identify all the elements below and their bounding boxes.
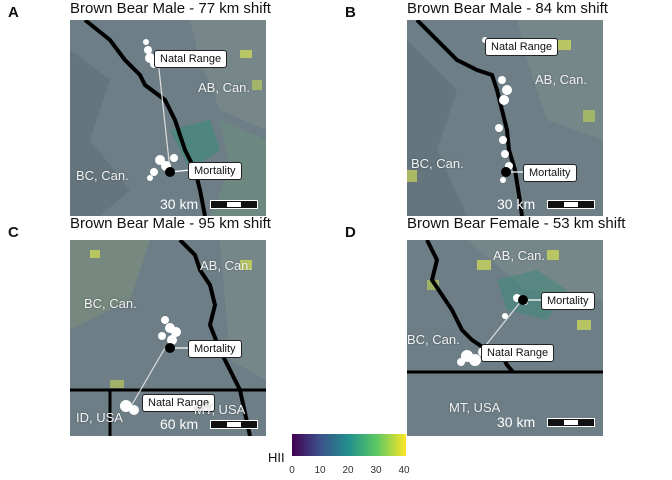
panel-a-region-bc: BC, Can.: [76, 168, 129, 183]
panel-b-mortality-callout: Mortality: [523, 164, 577, 182]
panel-d-scalebar: [547, 418, 595, 427]
panel-d-letter: D: [345, 224, 356, 241]
panel-a-natal-callout: Natal Range: [154, 50, 228, 68]
panel-b-region-bc: BC, Can.: [411, 156, 464, 171]
panel-c-letter: C: [8, 224, 19, 241]
legend-tick: 30: [370, 465, 382, 476]
panel-c-region-mt: MT, USA: [194, 402, 246, 417]
panel-c-natal-callout: Natal Range: [142, 394, 216, 412]
legend-tick: 20: [342, 465, 354, 476]
panel-b-title: Brown Bear Male - 84 km shift: [407, 0, 608, 17]
panel-a-scalebar: [210, 200, 258, 209]
panel-c-region-bc: BC, Can.: [84, 296, 137, 311]
legend-colorbar: [292, 434, 406, 456]
panel-a-mortality-point: [165, 167, 175, 177]
panel-c-scalebar: [210, 420, 258, 429]
panel-d-scale-label: 30 km: [497, 414, 536, 430]
legend-title: HII: [268, 450, 285, 465]
panel-a-title: Brown Bear Male - 77 km shift: [70, 0, 271, 17]
panel-d-region-bc: BC, Can.: [407, 332, 460, 347]
panel-c-locations: [120, 316, 181, 415]
panel-a-mortality-callout: Mortality: [188, 162, 242, 180]
panel-c-border-line: [178, 240, 252, 436]
panel-b-region-ab: AB, Can.: [535, 72, 588, 87]
legend-tick: 40: [398, 465, 410, 476]
panel-d-region-mt: MT, USA: [449, 400, 501, 415]
panel-b-mortality-point: [501, 167, 511, 177]
legend-tick: 0: [289, 465, 295, 476]
panel-b-scalebar: [547, 200, 595, 209]
panel-a-scale-label: 30 km: [160, 196, 199, 212]
panel-c-mortality-point: [165, 343, 175, 353]
panel-d-region-ab: AB, Can.: [493, 248, 546, 263]
panel-d-title: Brown Bear Female - 53 km shift: [407, 215, 626, 232]
panel-c-map: Natal Range Mortality AB, Can. BC, Can. …: [70, 240, 266, 436]
panel-b-map: Natal Range Mortality AB, Can. BC, Can. …: [407, 20, 603, 216]
panel-b-scale-label: 30 km: [497, 196, 536, 212]
panel-c-scale-label: 60 km: [160, 416, 199, 432]
panel-a-locations: [143, 39, 178, 181]
panel-a-region-ab: AB, Can.: [198, 80, 251, 95]
panel-c-region-id: ID, USA: [76, 410, 123, 425]
panel-d-mortality-callout: Mortality: [541, 292, 595, 310]
panel-b-natal-callout: Natal Range: [485, 38, 559, 56]
legend-tick: 10: [314, 465, 326, 476]
panel-c-title: Brown Bear Male - 95 km shift: [70, 215, 271, 232]
panel-c-region-ab: AB, Can.: [200, 258, 253, 273]
panel-d-mortality-point: [518, 295, 528, 305]
panel-b-letter: B: [345, 4, 356, 21]
panel-c-mortality-callout: Mortality: [188, 340, 242, 358]
panel-a-letter: A: [8, 4, 19, 21]
panel-d-natal-callout: Natal Range: [481, 344, 555, 362]
panel-a-map: Natal Range Mortality AB, Can. BC, Can. …: [70, 20, 266, 216]
panel-d-map: Natal Range Mortality AB, Can. BC, Can. …: [407, 240, 603, 436]
